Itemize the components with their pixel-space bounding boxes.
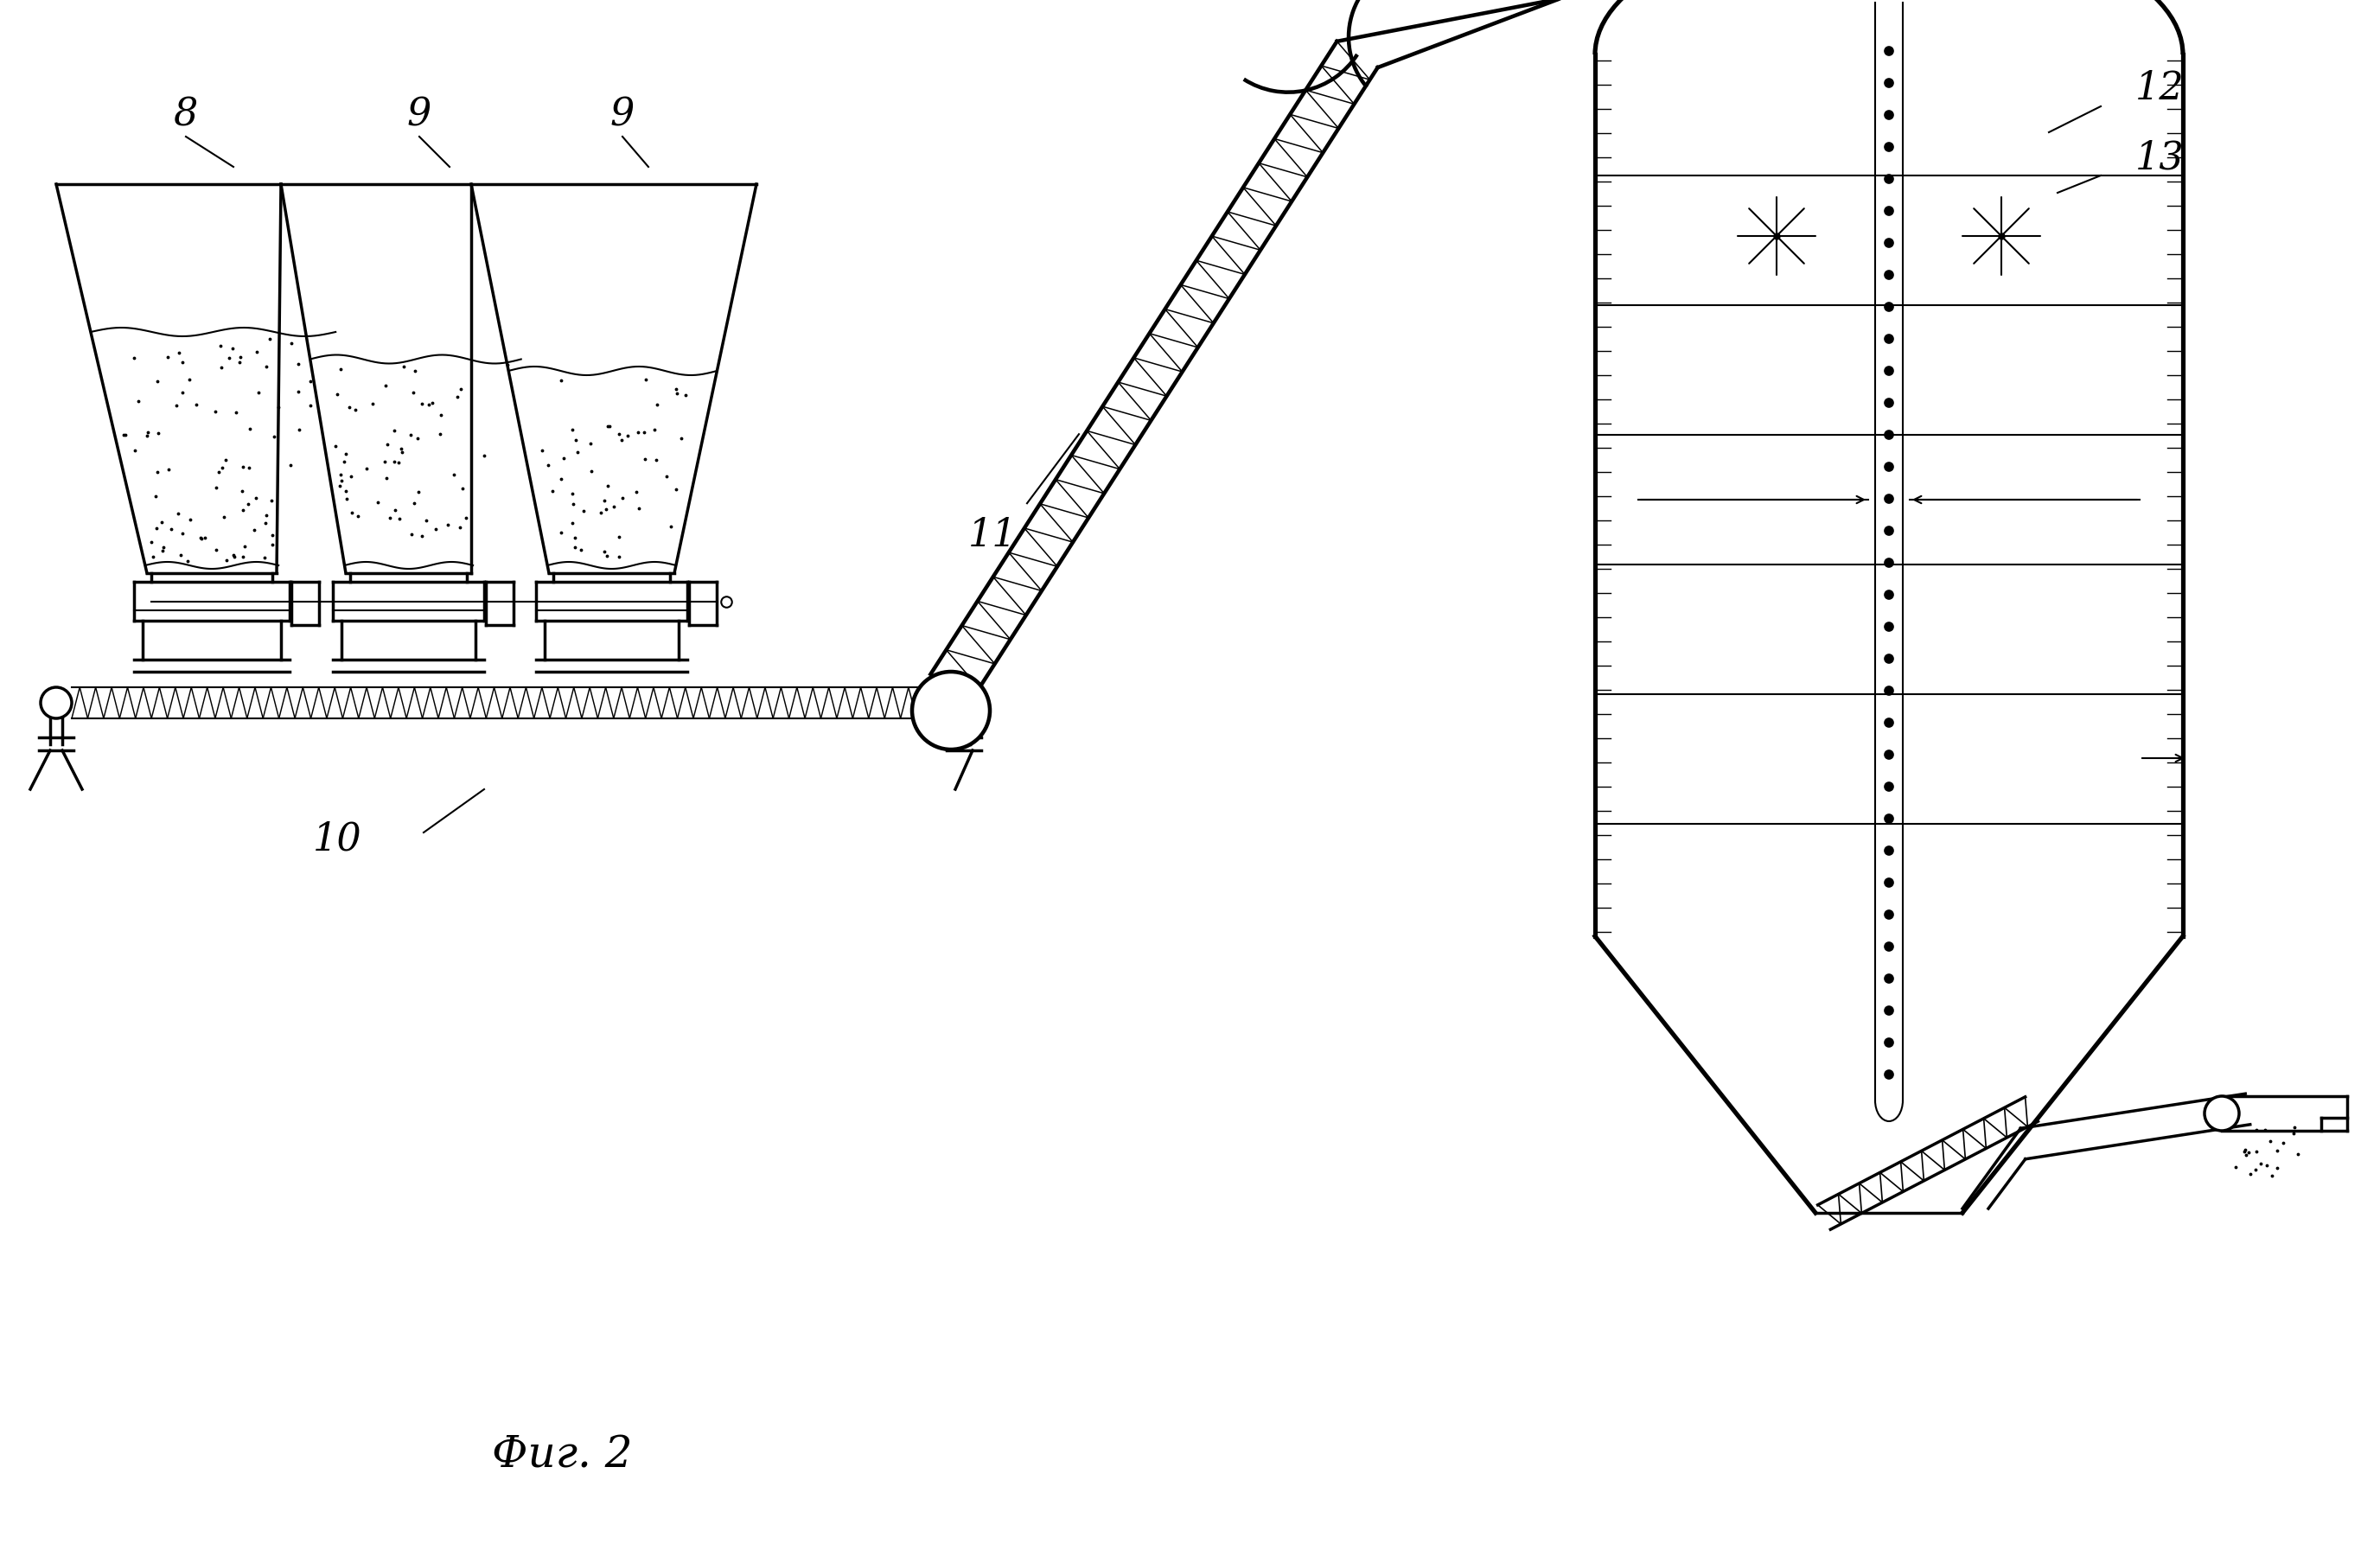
Text: Фиг. 2: Фиг. 2	[493, 1435, 633, 1477]
Circle shape	[2204, 1096, 2240, 1132]
Text: 12: 12	[2135, 70, 2185, 107]
Circle shape	[1885, 398, 1892, 408]
Circle shape	[1885, 846, 1892, 856]
Text: 9: 9	[407, 96, 431, 133]
Circle shape	[1885, 527, 1892, 535]
Circle shape	[1885, 750, 1892, 760]
Circle shape	[1885, 110, 1892, 119]
Circle shape	[1885, 462, 1892, 471]
Circle shape	[1885, 46, 1892, 56]
Circle shape	[1885, 975, 1892, 983]
Circle shape	[1885, 206, 1892, 215]
Circle shape	[1885, 366, 1892, 375]
Text: 9: 9	[609, 96, 635, 133]
Circle shape	[1885, 910, 1892, 919]
Circle shape	[1885, 814, 1892, 823]
Circle shape	[1885, 654, 1892, 663]
Text: 8: 8	[174, 96, 198, 133]
Text: 11: 11	[969, 518, 1016, 555]
Circle shape	[1885, 239, 1892, 248]
Circle shape	[1885, 143, 1892, 152]
Text: 13: 13	[2135, 140, 2185, 177]
Circle shape	[1885, 302, 1892, 312]
Circle shape	[1885, 783, 1892, 791]
Text: 10: 10	[312, 820, 362, 857]
Circle shape	[1885, 687, 1892, 694]
Circle shape	[1885, 718, 1892, 727]
Circle shape	[1885, 558, 1892, 567]
Circle shape	[1885, 175, 1892, 183]
Circle shape	[1885, 79, 1892, 87]
Circle shape	[912, 671, 990, 750]
Circle shape	[1885, 494, 1892, 504]
Circle shape	[1885, 1039, 1892, 1046]
Circle shape	[1885, 942, 1892, 950]
Circle shape	[1885, 1006, 1892, 1015]
Circle shape	[1885, 335, 1892, 343]
Circle shape	[1885, 1069, 1892, 1079]
Circle shape	[1885, 623, 1892, 631]
Circle shape	[1885, 879, 1892, 887]
Circle shape	[1885, 271, 1892, 279]
Circle shape	[1885, 591, 1892, 600]
Circle shape	[1885, 431, 1892, 439]
